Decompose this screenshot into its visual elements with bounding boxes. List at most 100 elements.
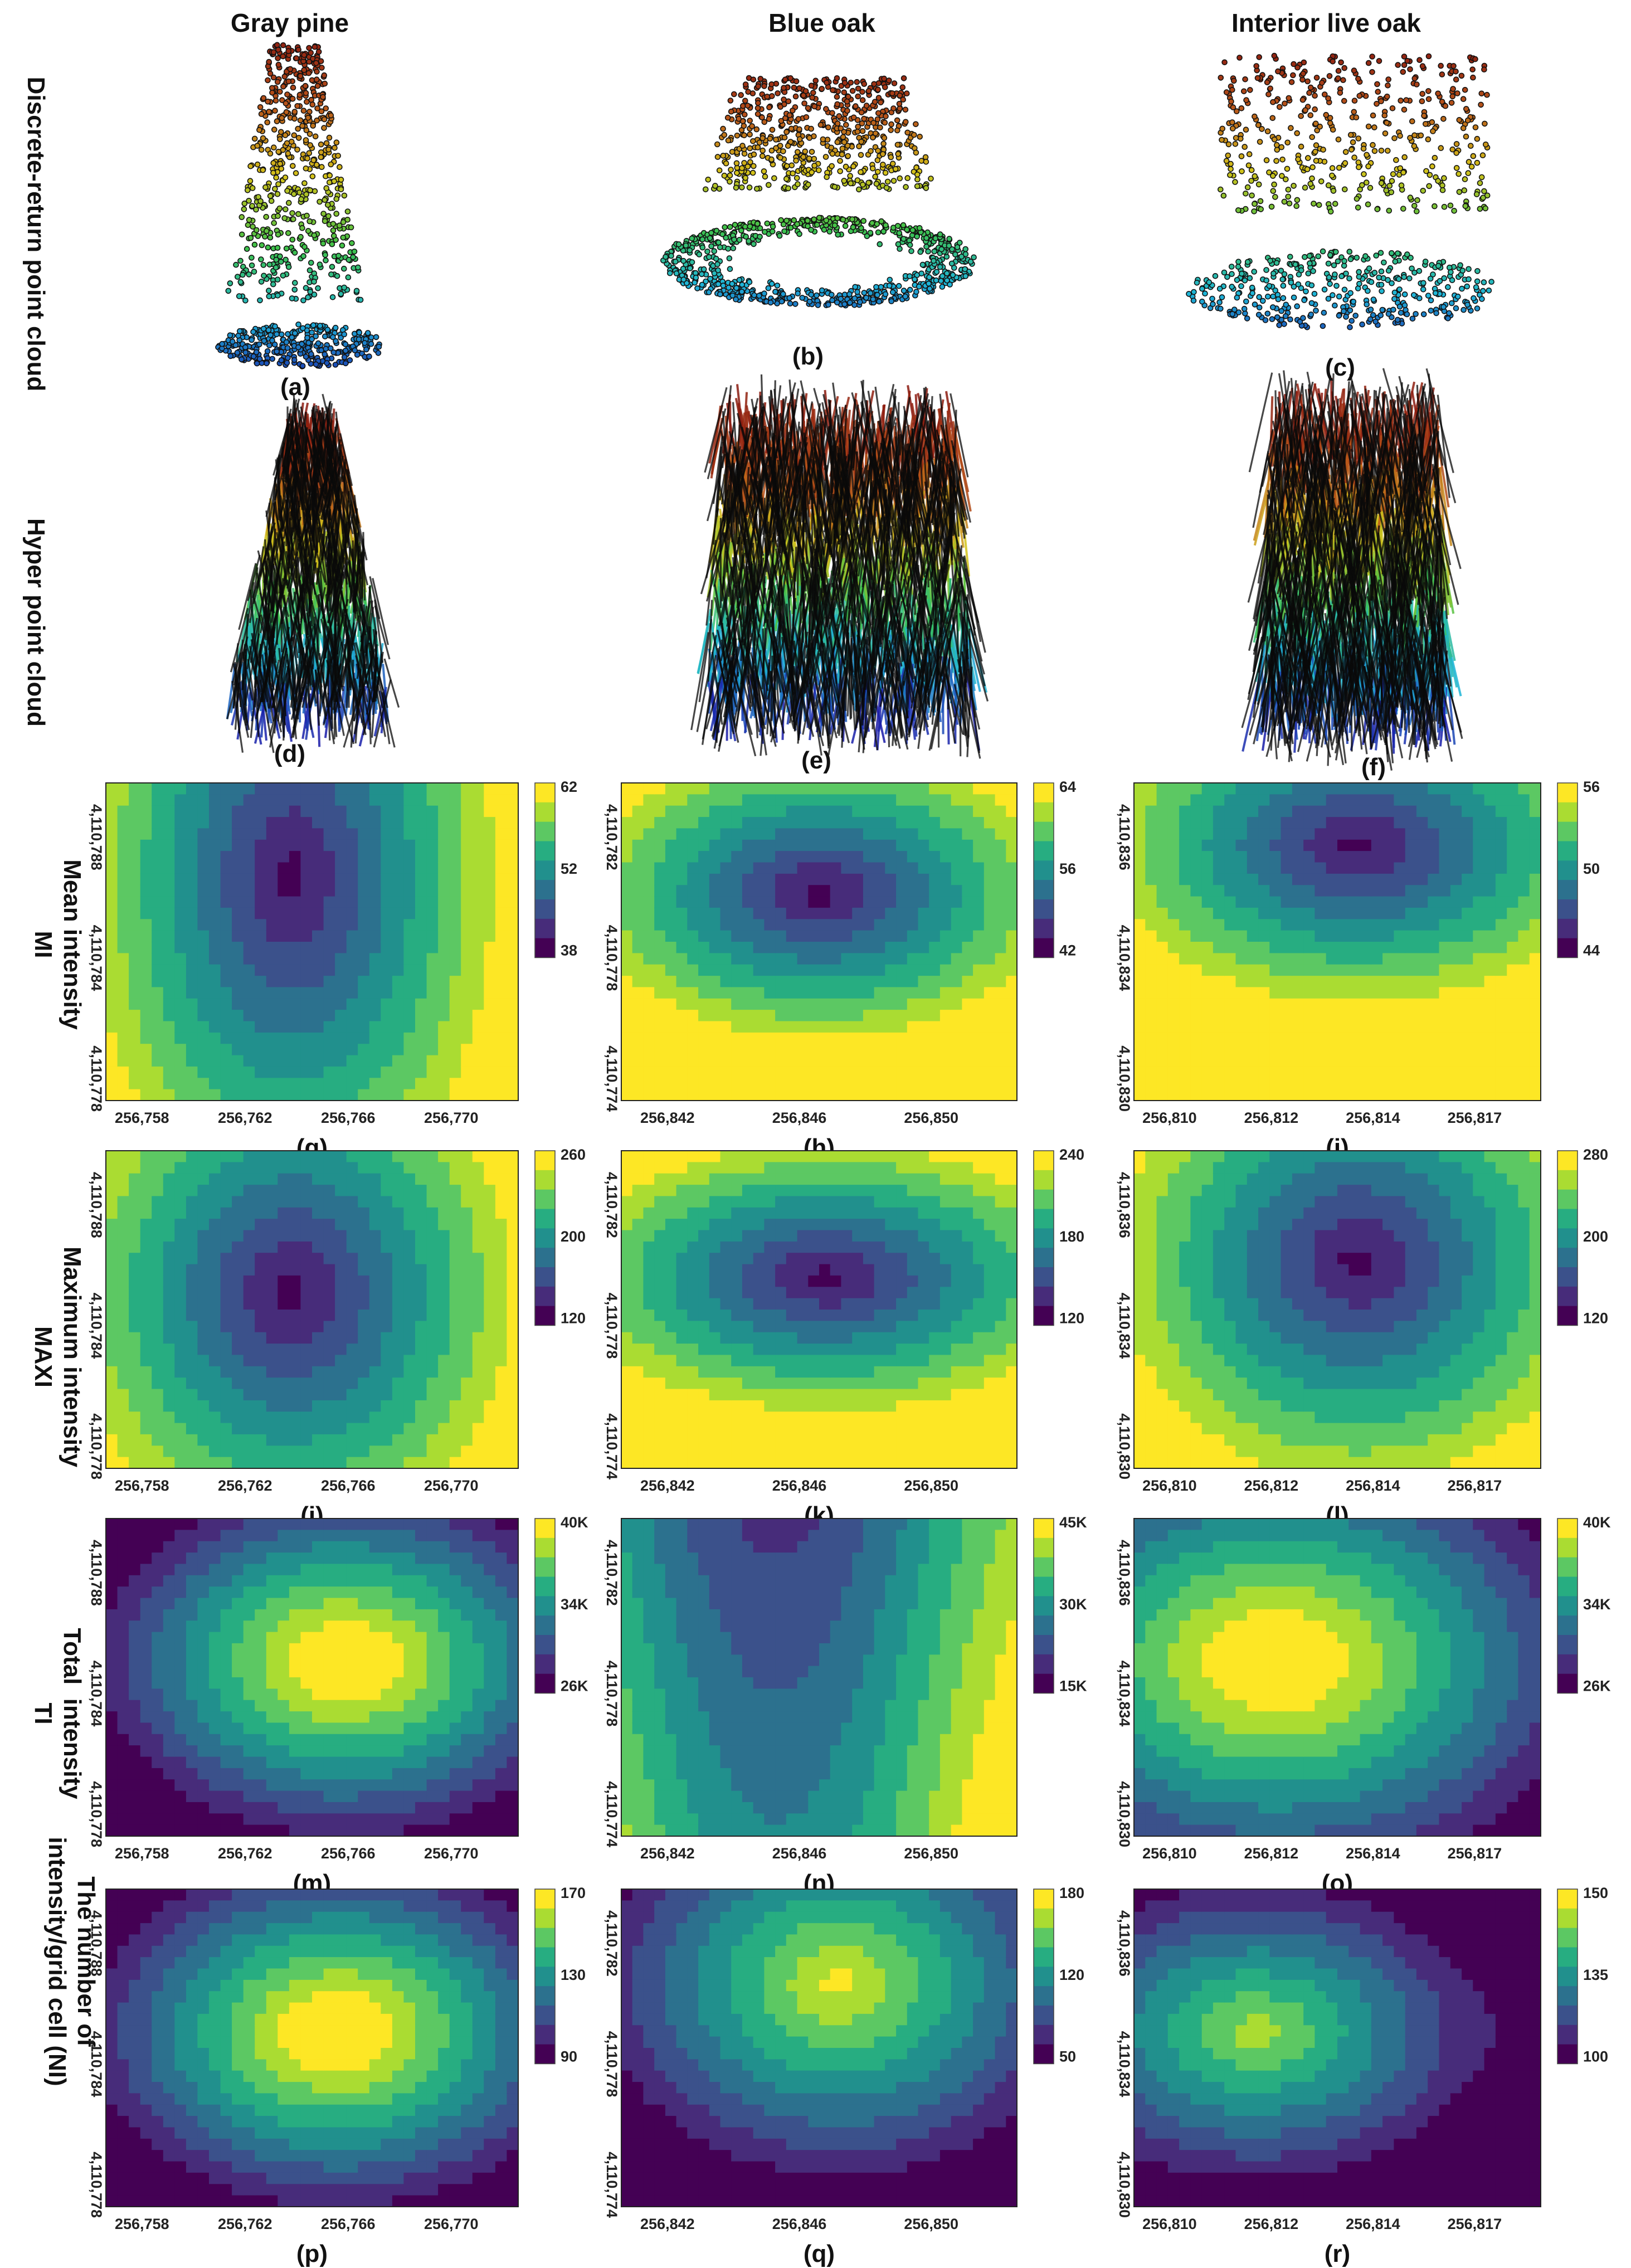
point	[1233, 142, 1238, 147]
point	[301, 52, 306, 57]
point	[342, 332, 347, 337]
colorbar-tick: 200	[1583, 1228, 1608, 1245]
point	[669, 254, 674, 259]
panel-label-a: (a)	[262, 373, 329, 401]
row-title-hyper: Hyper point cloud	[17, 518, 50, 708]
point	[1369, 307, 1374, 312]
point	[676, 242, 681, 247]
x-tick-label: 256,812	[1244, 1109, 1299, 1126]
point	[1451, 64, 1456, 69]
point	[1385, 94, 1390, 99]
colorbar-tick: 135	[1583, 1967, 1608, 1983]
point	[1404, 98, 1409, 103]
point	[1274, 143, 1279, 148]
point	[868, 149, 873, 154]
point	[1308, 312, 1313, 317]
point	[1301, 98, 1306, 103]
point	[881, 229, 886, 234]
point	[1305, 167, 1310, 172]
point	[1475, 306, 1480, 311]
point	[1459, 73, 1464, 78]
point	[794, 79, 799, 84]
point	[1401, 206, 1406, 211]
point	[313, 189, 318, 194]
point	[692, 280, 697, 285]
point	[773, 145, 778, 150]
point	[1221, 193, 1226, 198]
point	[332, 145, 337, 150]
point	[1273, 288, 1278, 293]
point	[1249, 168, 1254, 173]
point	[1370, 143, 1375, 148]
point	[674, 271, 679, 276]
point	[824, 106, 829, 111]
point	[775, 91, 780, 96]
point	[815, 222, 820, 227]
point	[892, 178, 897, 183]
point	[367, 354, 372, 359]
point	[1470, 67, 1475, 72]
point	[729, 109, 734, 114]
point	[748, 159, 753, 164]
point	[335, 274, 340, 279]
point	[1479, 296, 1484, 301]
point	[307, 219, 312, 224]
point	[329, 242, 334, 247]
point	[1430, 164, 1435, 169]
point	[959, 254, 964, 259]
point	[1279, 309, 1284, 314]
y-tick-label: 4,110,782	[603, 1172, 620, 1238]
point	[1382, 113, 1387, 118]
point	[1366, 164, 1371, 169]
panel-label-p: (p)	[279, 2240, 345, 2268]
point	[1229, 264, 1234, 269]
point	[1301, 71, 1306, 76]
point	[1311, 201, 1316, 206]
point	[743, 224, 748, 229]
point	[722, 133, 727, 138]
point	[962, 267, 967, 272]
point	[1282, 322, 1287, 327]
point	[276, 182, 281, 187]
point	[1416, 269, 1421, 274]
point	[765, 221, 770, 226]
point	[762, 84, 767, 89]
point	[1337, 294, 1342, 299]
point	[1275, 315, 1280, 320]
point	[889, 122, 894, 127]
point	[1265, 129, 1270, 134]
x-tick-label: 256,842	[640, 1109, 695, 1126]
point	[320, 241, 325, 246]
point	[805, 218, 810, 223]
point	[1464, 134, 1469, 139]
x-tick-label: 256,814	[1346, 1845, 1400, 1862]
x-tick-label: 256,758	[115, 1109, 169, 1126]
point	[322, 117, 327, 122]
x-tick-label: 256,812	[1244, 2216, 1299, 2232]
point	[951, 272, 956, 278]
point	[1333, 250, 1338, 255]
point	[376, 351, 381, 356]
point	[1347, 276, 1352, 281]
point	[789, 163, 794, 168]
point	[305, 115, 310, 120]
y-tick-label: 4,110,778	[603, 1293, 620, 1359]
point	[342, 285, 347, 290]
point	[1220, 126, 1225, 131]
point	[291, 85, 296, 90]
point	[914, 289, 919, 294]
point	[743, 176, 748, 181]
point	[775, 283, 780, 288]
point	[755, 145, 760, 150]
point	[270, 90, 275, 95]
point	[892, 81, 897, 86]
point	[283, 175, 288, 180]
point	[1369, 280, 1374, 285]
point	[809, 170, 814, 175]
point	[1348, 257, 1353, 262]
point	[717, 168, 722, 173]
y-tick-label: 4,110,830	[1116, 1045, 1133, 1112]
point	[1351, 140, 1356, 145]
point	[830, 151, 835, 156]
